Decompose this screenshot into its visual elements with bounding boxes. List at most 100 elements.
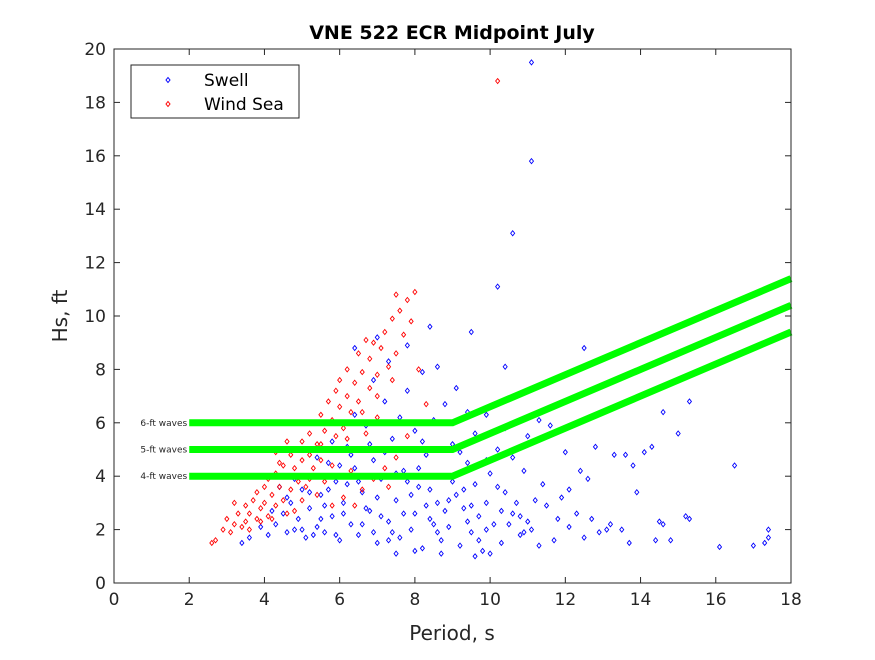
data-point (370, 529, 377, 536)
data-point (209, 539, 215, 547)
data-point (269, 507, 275, 515)
data-point (359, 486, 365, 493)
data-point (510, 510, 516, 517)
data-point (363, 505, 369, 512)
data-point (374, 334, 380, 341)
data-point (607, 521, 614, 528)
data-point (284, 438, 290, 445)
data-point (434, 499, 441, 507)
data-point (502, 488, 508, 496)
data-point (352, 379, 358, 386)
data-point (337, 376, 343, 384)
data-point (416, 483, 422, 491)
data-point (476, 513, 482, 520)
data-point (389, 376, 395, 384)
data-point (370, 376, 377, 384)
data-point (416, 366, 422, 373)
data-point (224, 515, 230, 523)
data-point (363, 430, 369, 437)
data-point (540, 480, 546, 488)
data-point (427, 323, 433, 330)
data-point (453, 491, 459, 499)
data-point (276, 483, 283, 491)
data-point (374, 494, 380, 501)
data-point (344, 392, 350, 400)
data-point (307, 488, 313, 496)
data-point (419, 545, 425, 552)
data-point (359, 521, 365, 528)
data-point (299, 438, 305, 445)
data-point (359, 408, 365, 416)
data-point (630, 462, 636, 469)
data-point (589, 515, 595, 523)
data-point (250, 497, 256, 504)
data-point (370, 456, 377, 464)
data-point (498, 507, 504, 515)
data-point (404, 432, 410, 440)
data-point (536, 542, 542, 549)
data-point (314, 454, 320, 461)
data-point (446, 523, 452, 531)
data-point (483, 411, 489, 419)
data-point (668, 537, 674, 544)
x-tick-label: 10 (479, 590, 501, 610)
data-point (389, 529, 395, 536)
x-tick-label: 4 (259, 590, 270, 610)
data-point (299, 497, 305, 504)
data-point (291, 507, 298, 515)
data-point (765, 534, 772, 541)
y-tick-label: 4 (95, 467, 106, 487)
data-point (517, 531, 523, 539)
x-tick-label: 18 (780, 590, 802, 610)
data-point (243, 502, 249, 509)
x-axis-label: Period, s (409, 621, 495, 645)
axis-ticks: 0 2 4 6 8 10 12 14 16 18 0 2 4 6 8 10 12 14 16 18 20 (84, 40, 801, 610)
data-point (487, 470, 493, 477)
data-point (393, 550, 399, 557)
data-point (314, 491, 320, 499)
data-point (329, 438, 335, 445)
data-point (619, 526, 625, 533)
data-point (344, 366, 350, 373)
data-point (269, 491, 275, 499)
y-tick-label: 12 (84, 254, 106, 274)
data-point (348, 467, 354, 475)
data-point (299, 526, 305, 533)
data-point (510, 454, 516, 461)
data-point (280, 510, 286, 517)
data-point (231, 521, 237, 528)
data-point (431, 521, 437, 528)
data-point (355, 478, 362, 485)
data-point (295, 515, 301, 523)
data-point (604, 526, 610, 533)
series-swell (239, 59, 772, 560)
data-point (423, 502, 429, 509)
data-point (258, 505, 264, 512)
data-point (412, 510, 418, 517)
data-point (419, 368, 425, 376)
y-axis-label: Hs, ft (48, 289, 72, 342)
data-point (276, 483, 283, 491)
x-tick-label: 2 (184, 590, 195, 610)
data-point (348, 521, 354, 528)
data-point (325, 459, 331, 467)
data-point (434, 529, 441, 536)
data-point (385, 483, 392, 491)
legend-label-swell: Swell (204, 71, 249, 91)
data-point (528, 526, 535, 533)
data-point (611, 451, 617, 459)
data-point (258, 518, 264, 525)
data-point (404, 478, 410, 485)
data-point (641, 448, 647, 456)
data-point (566, 523, 572, 531)
data-point (683, 513, 689, 520)
data-point (333, 432, 339, 440)
data-point (374, 392, 380, 400)
data-point (337, 462, 343, 469)
data-point (468, 502, 474, 509)
data-point (385, 518, 392, 525)
data-point (284, 529, 290, 536)
data-point (370, 339, 377, 346)
data-point (416, 464, 422, 472)
data-point (457, 448, 463, 456)
